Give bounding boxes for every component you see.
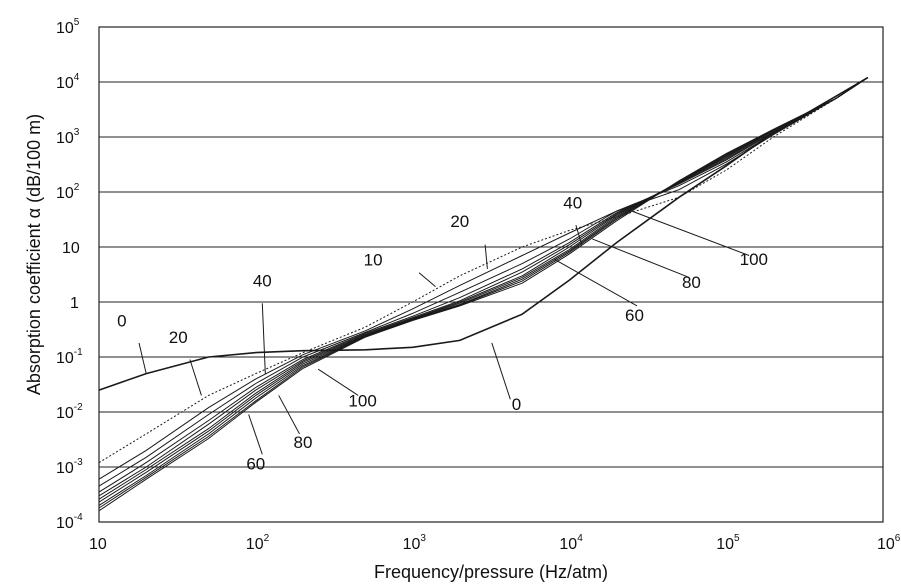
x-tick-label: 103 bbox=[403, 533, 427, 553]
curve-label: 80 bbox=[294, 433, 313, 452]
series-line-70 bbox=[98, 77, 869, 503]
x-tick-labels: 10 102 103 104 105 106 bbox=[89, 533, 901, 553]
x-tick-label: 106 bbox=[877, 533, 901, 553]
curve-label: 20 bbox=[169, 328, 188, 347]
leader-line bbox=[553, 258, 638, 307]
curve-label: 100 bbox=[348, 392, 376, 411]
series-line-90 bbox=[98, 77, 869, 509]
y-tick-label: 102 bbox=[56, 182, 80, 202]
leader-line bbox=[491, 342, 511, 400]
y-tick-label: 10-2 bbox=[56, 402, 83, 422]
leader-line bbox=[261, 303, 266, 374]
y-tick-label: 10-1 bbox=[56, 347, 83, 367]
x-tick-label: 104 bbox=[559, 533, 583, 553]
curve-label: 80 bbox=[682, 273, 701, 292]
y-tick-label: 1 bbox=[70, 295, 79, 312]
x-tick-label: 10 bbox=[89, 536, 107, 553]
series-line-40 bbox=[98, 77, 869, 493]
series-line-10 bbox=[98, 77, 869, 464]
leader-line bbox=[592, 238, 690, 278]
x-tick-label: 102 bbox=[246, 533, 270, 553]
series-line-100 bbox=[98, 77, 869, 512]
plot-area-frame bbox=[98, 26, 884, 523]
x-tick-label: 105 bbox=[716, 533, 740, 553]
curve-label: 10 bbox=[364, 251, 383, 270]
leader-line bbox=[278, 395, 300, 435]
series-line-20 bbox=[98, 77, 869, 480]
curve-label: 60 bbox=[246, 455, 265, 474]
leader-line bbox=[575, 224, 583, 245]
leader-line bbox=[317, 368, 359, 396]
curve-label: 40 bbox=[563, 194, 582, 213]
gridlines bbox=[99, 26, 883, 523]
y-tick-label: 10 bbox=[62, 240, 80, 257]
leader-line bbox=[484, 244, 488, 269]
curve-label: 20 bbox=[450, 212, 469, 231]
curve-label: 40 bbox=[253, 272, 272, 291]
leader-line bbox=[248, 414, 263, 455]
y-tick-label: 10-4 bbox=[56, 512, 83, 532]
y-tick-label: 104 bbox=[56, 72, 80, 92]
series-line-80 bbox=[98, 77, 869, 506]
series-line-50 bbox=[98, 77, 869, 497]
series-group bbox=[98, 76, 869, 512]
series-line-30 bbox=[98, 77, 869, 487]
series-line-0 bbox=[98, 76, 869, 391]
y-tick-label: 105 bbox=[56, 17, 80, 37]
curve-label: 60 bbox=[625, 306, 644, 325]
y-axis-title: Absorption coefficient α (dB/100 m) bbox=[24, 114, 44, 395]
leader-line bbox=[138, 342, 147, 374]
x-axis-title: Frequency/pressure (Hz/atm) bbox=[374, 562, 608, 582]
y-tick-label: 10-3 bbox=[56, 457, 83, 477]
leader-line bbox=[418, 272, 436, 288]
curve-label: 0 bbox=[117, 311, 126, 330]
leader-line bbox=[631, 210, 750, 256]
y-tick-label: 103 bbox=[56, 127, 80, 147]
series-line-60 bbox=[98, 77, 869, 500]
y-tick-labels: 10-4 10-3 10-2 10-1 1 10 102 103 104 105 bbox=[56, 17, 83, 532]
leader-lines bbox=[138, 210, 750, 455]
curve-label: 100 bbox=[740, 250, 768, 269]
leader-line bbox=[189, 359, 202, 396]
curve-label: 0 bbox=[512, 395, 521, 414]
curve-labels: 0 20 40 60 80 100 10 20 40 100 80 60 0 bbox=[117, 194, 768, 474]
